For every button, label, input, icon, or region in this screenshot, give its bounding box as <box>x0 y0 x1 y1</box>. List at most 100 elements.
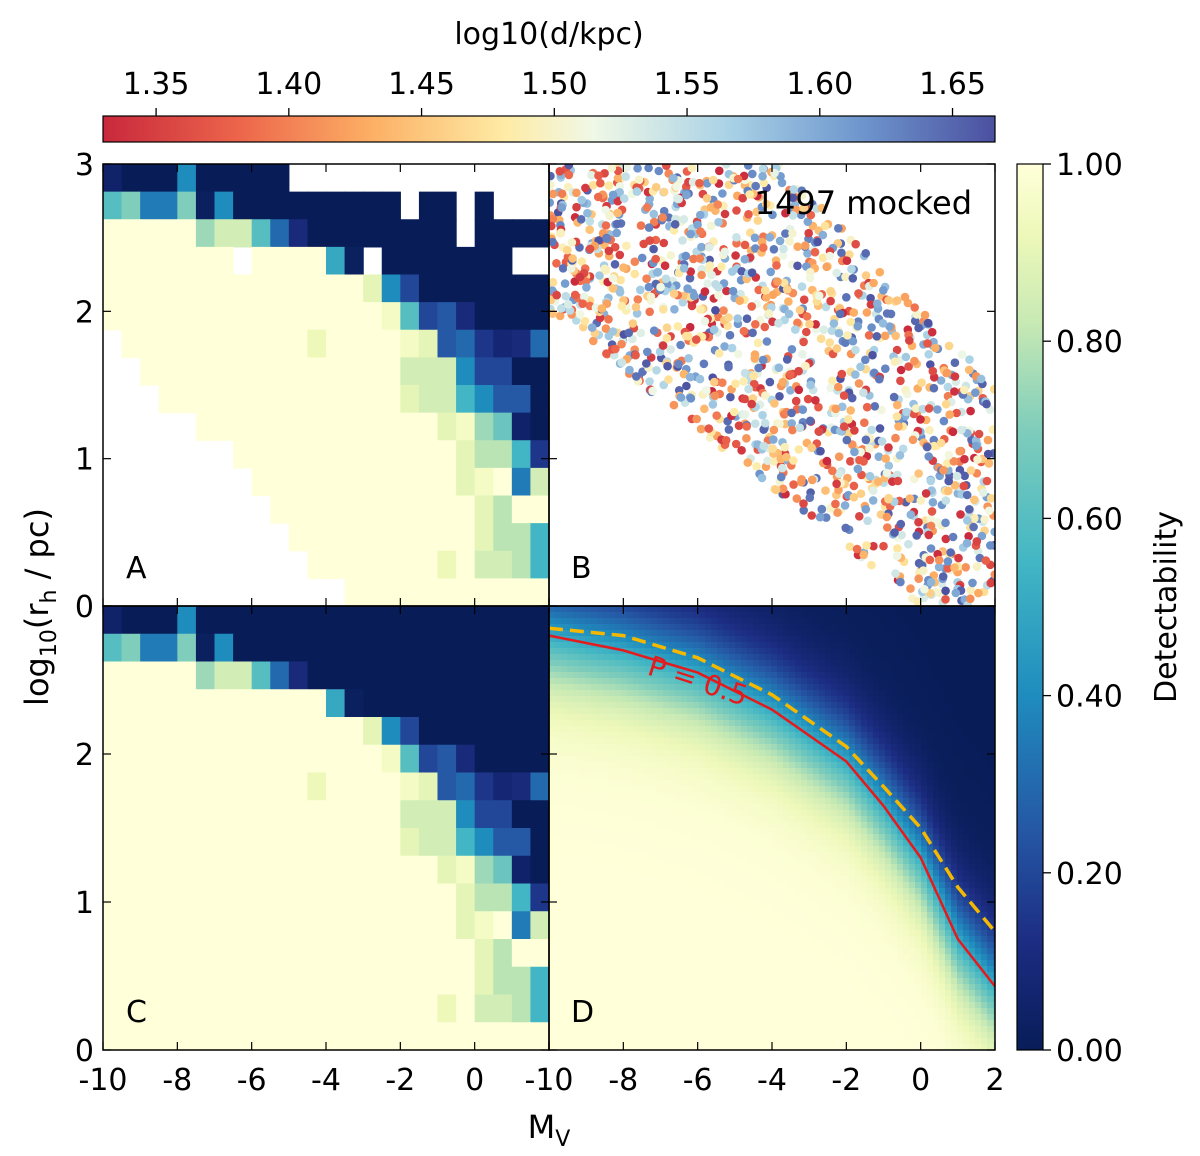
smooth-cell <box>675 708 682 715</box>
smooth-cell <box>639 678 646 685</box>
heatmap-cell <box>456 467 476 497</box>
smooth-cell <box>945 678 952 685</box>
smooth-cell <box>771 750 778 757</box>
smooth-cell <box>627 792 634 799</box>
heatmap-cell <box>288 828 309 857</box>
heatmap-cell <box>233 855 253 885</box>
smooth-cell <box>663 816 670 823</box>
smooth-cell <box>771 798 778 805</box>
smooth-cell <box>891 768 898 775</box>
scatter-point <box>805 493 815 503</box>
scatter-point <box>861 271 871 280</box>
heatmap-cell <box>418 744 439 774</box>
smooth-cell <box>777 738 784 745</box>
smooth-cell <box>933 786 940 793</box>
smooth-cell <box>741 720 748 727</box>
heatmap-cell <box>326 302 346 331</box>
smooth-cell <box>747 624 754 631</box>
heatmap-cell <box>400 1022 420 1051</box>
heatmap-cell <box>158 911 178 940</box>
scatter-point <box>656 282 665 292</box>
heatmap-cell <box>363 800 383 829</box>
smooth-cell <box>555 630 562 637</box>
scatter-point <box>891 569 900 578</box>
scatter-point <box>549 221 556 231</box>
smooth-cell <box>933 780 940 787</box>
smooth-cell <box>909 696 916 703</box>
scatter-point <box>765 377 775 387</box>
heatmap-cell <box>400 828 420 857</box>
smooth-cell <box>747 672 754 679</box>
heatmap-cell <box>103 661 123 690</box>
smooth-cell <box>669 696 676 703</box>
heatmap-cell <box>418 1022 439 1051</box>
smooth-cell <box>561 606 568 613</box>
smooth-cell <box>963 744 970 751</box>
smooth-cell <box>897 798 904 805</box>
smooth-cell <box>825 810 832 817</box>
smooth-cell <box>753 612 760 619</box>
smooth-cell <box>873 606 880 613</box>
scatter-point <box>743 458 753 467</box>
smooth-cell <box>819 798 826 805</box>
heatmap-cell <box>493 329 513 358</box>
heatmap-cell <box>251 385 271 414</box>
smooth-cell <box>579 726 586 733</box>
heatmap-cell <box>474 883 494 912</box>
smooth-cell <box>897 738 904 745</box>
smooth-cell <box>729 720 736 727</box>
smooth-cell <box>693 744 700 751</box>
smooth-cell <box>717 762 724 769</box>
scatter-point <box>918 404 928 414</box>
smooth-cell <box>759 636 766 643</box>
heatmap-cell <box>214 855 234 885</box>
smooth-cell <box>579 612 586 619</box>
smooth-cell <box>885 792 892 799</box>
smooth-cell <box>963 660 970 667</box>
smooth-cell <box>651 714 658 721</box>
smooth-cell <box>909 618 916 625</box>
scatter-point <box>620 194 629 203</box>
smooth-cell <box>927 648 934 655</box>
scatter-point <box>682 190 691 200</box>
heatmap-cell <box>456 717 476 746</box>
smooth-cell <box>891 726 898 733</box>
scatter-point <box>652 366 661 375</box>
smooth-cell <box>639 648 646 655</box>
heatmap-cell <box>344 523 364 552</box>
scatter-point <box>990 527 995 537</box>
smooth-cell <box>927 768 934 775</box>
smooth-cell <box>645 768 652 775</box>
heatmap-cell <box>344 994 364 1023</box>
smooth-cell <box>789 642 796 649</box>
scatter-point <box>901 352 911 362</box>
smooth-cell <box>903 720 910 727</box>
smooth-cell <box>669 792 676 799</box>
smooth-cell <box>993 744 995 751</box>
smooth-cell <box>981 636 988 643</box>
heatmap-cell <box>418 523 439 552</box>
smooth-cell <box>933 768 940 775</box>
smooth-cell <box>993 774 995 781</box>
scatter-point <box>602 349 611 358</box>
scatter-point <box>805 273 815 283</box>
smooth-cell <box>921 738 928 745</box>
heatmap-cell <box>530 828 550 857</box>
smooth-cell <box>945 702 952 709</box>
smooth-cell <box>759 630 766 637</box>
smooth-cell <box>771 804 778 811</box>
scatter-point <box>768 444 777 453</box>
smooth-cell <box>759 804 766 811</box>
scatter-point <box>849 481 859 491</box>
smooth-cell <box>723 780 730 787</box>
heatmap-cell <box>418 412 439 441</box>
heatmap-cell <box>233 357 253 386</box>
smooth-cell <box>903 810 910 817</box>
smooth-cell <box>681 654 688 661</box>
smooth-cell <box>915 774 922 781</box>
scatter-point <box>728 286 738 296</box>
smooth-cell <box>921 798 928 805</box>
heatmap-cell <box>158 855 178 885</box>
heatmap-cell <box>493 274 513 303</box>
smooth-cell <box>879 810 886 817</box>
